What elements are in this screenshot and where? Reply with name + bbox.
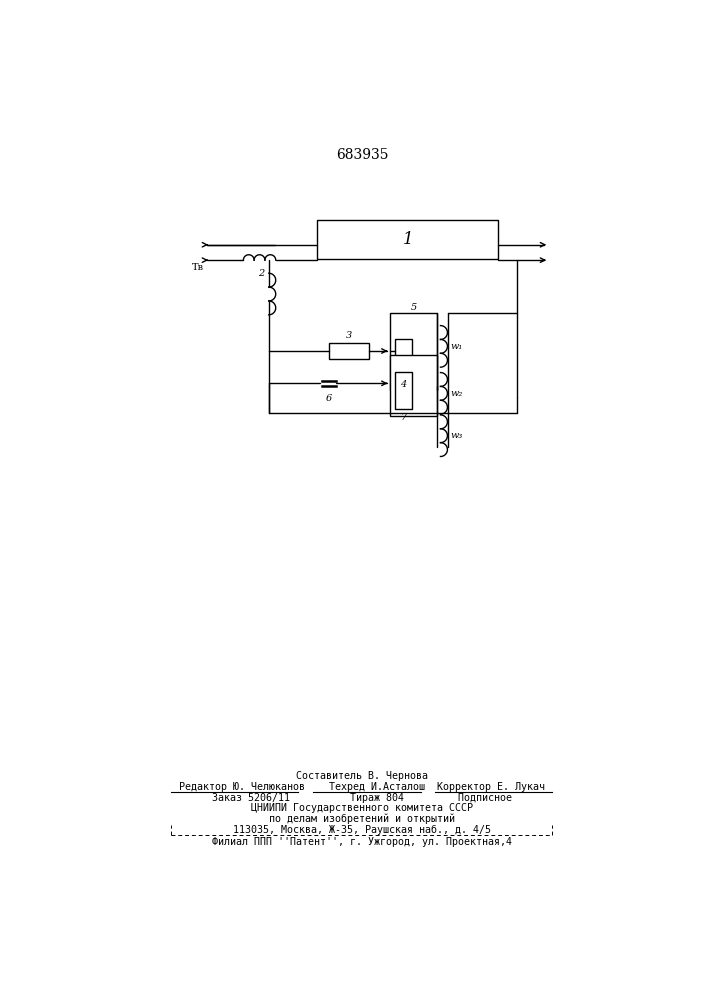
Text: Заказ 5206/11          Тираж 804         Подписное: Заказ 5206/11 Тираж 804 Подписное [212,793,512,803]
Text: Тв: Тв [192,263,204,272]
Text: 7: 7 [400,413,407,422]
Text: Редактор Ю. Челюканов    Техред И.Асталош  Корректор Е. Лукач: Редактор Ю. Челюканов Техред И.Асталош К… [179,782,545,792]
Bar [390,355,437,416]
Text: 113035, Москва, Ж-35, Раушская наб., д. 4/5: 113035, Москва, Ж-35, Раушская наб., д. … [233,825,491,835]
Bar [329,343,369,359]
Text: Филиал ППП ''Патент'', г. Ужгород, ул. Проектная,4: Филиал ППП ''Патент'', г. Ужгород, ул. П… [212,837,512,847]
Text: 5: 5 [411,303,416,312]
Text: 1: 1 [402,231,413,248]
Bar [390,312,437,389]
Bar [317,220,498,259]
Text: 6: 6 [326,394,332,403]
Text: 683935: 683935 [336,148,388,162]
Text: ЦНИИПИ Государственного комитета СССР: ЦНИИПИ Государственного комитета СССР [251,803,473,813]
Text: w₂: w₂ [450,389,463,398]
Text: w₁: w₁ [450,342,463,351]
Text: по делам изобретений и открытий: по делам изобретений и открытий [269,814,455,824]
Bar [395,372,412,409]
Bar [395,339,412,376]
Text: 2: 2 [258,269,264,278]
Text: w₃: w₃ [450,431,463,440]
Text: Составитель В. Чернова: Составитель В. Чернова [296,771,428,781]
Text: 3: 3 [346,331,352,340]
Text: 4: 4 [400,380,407,389]
